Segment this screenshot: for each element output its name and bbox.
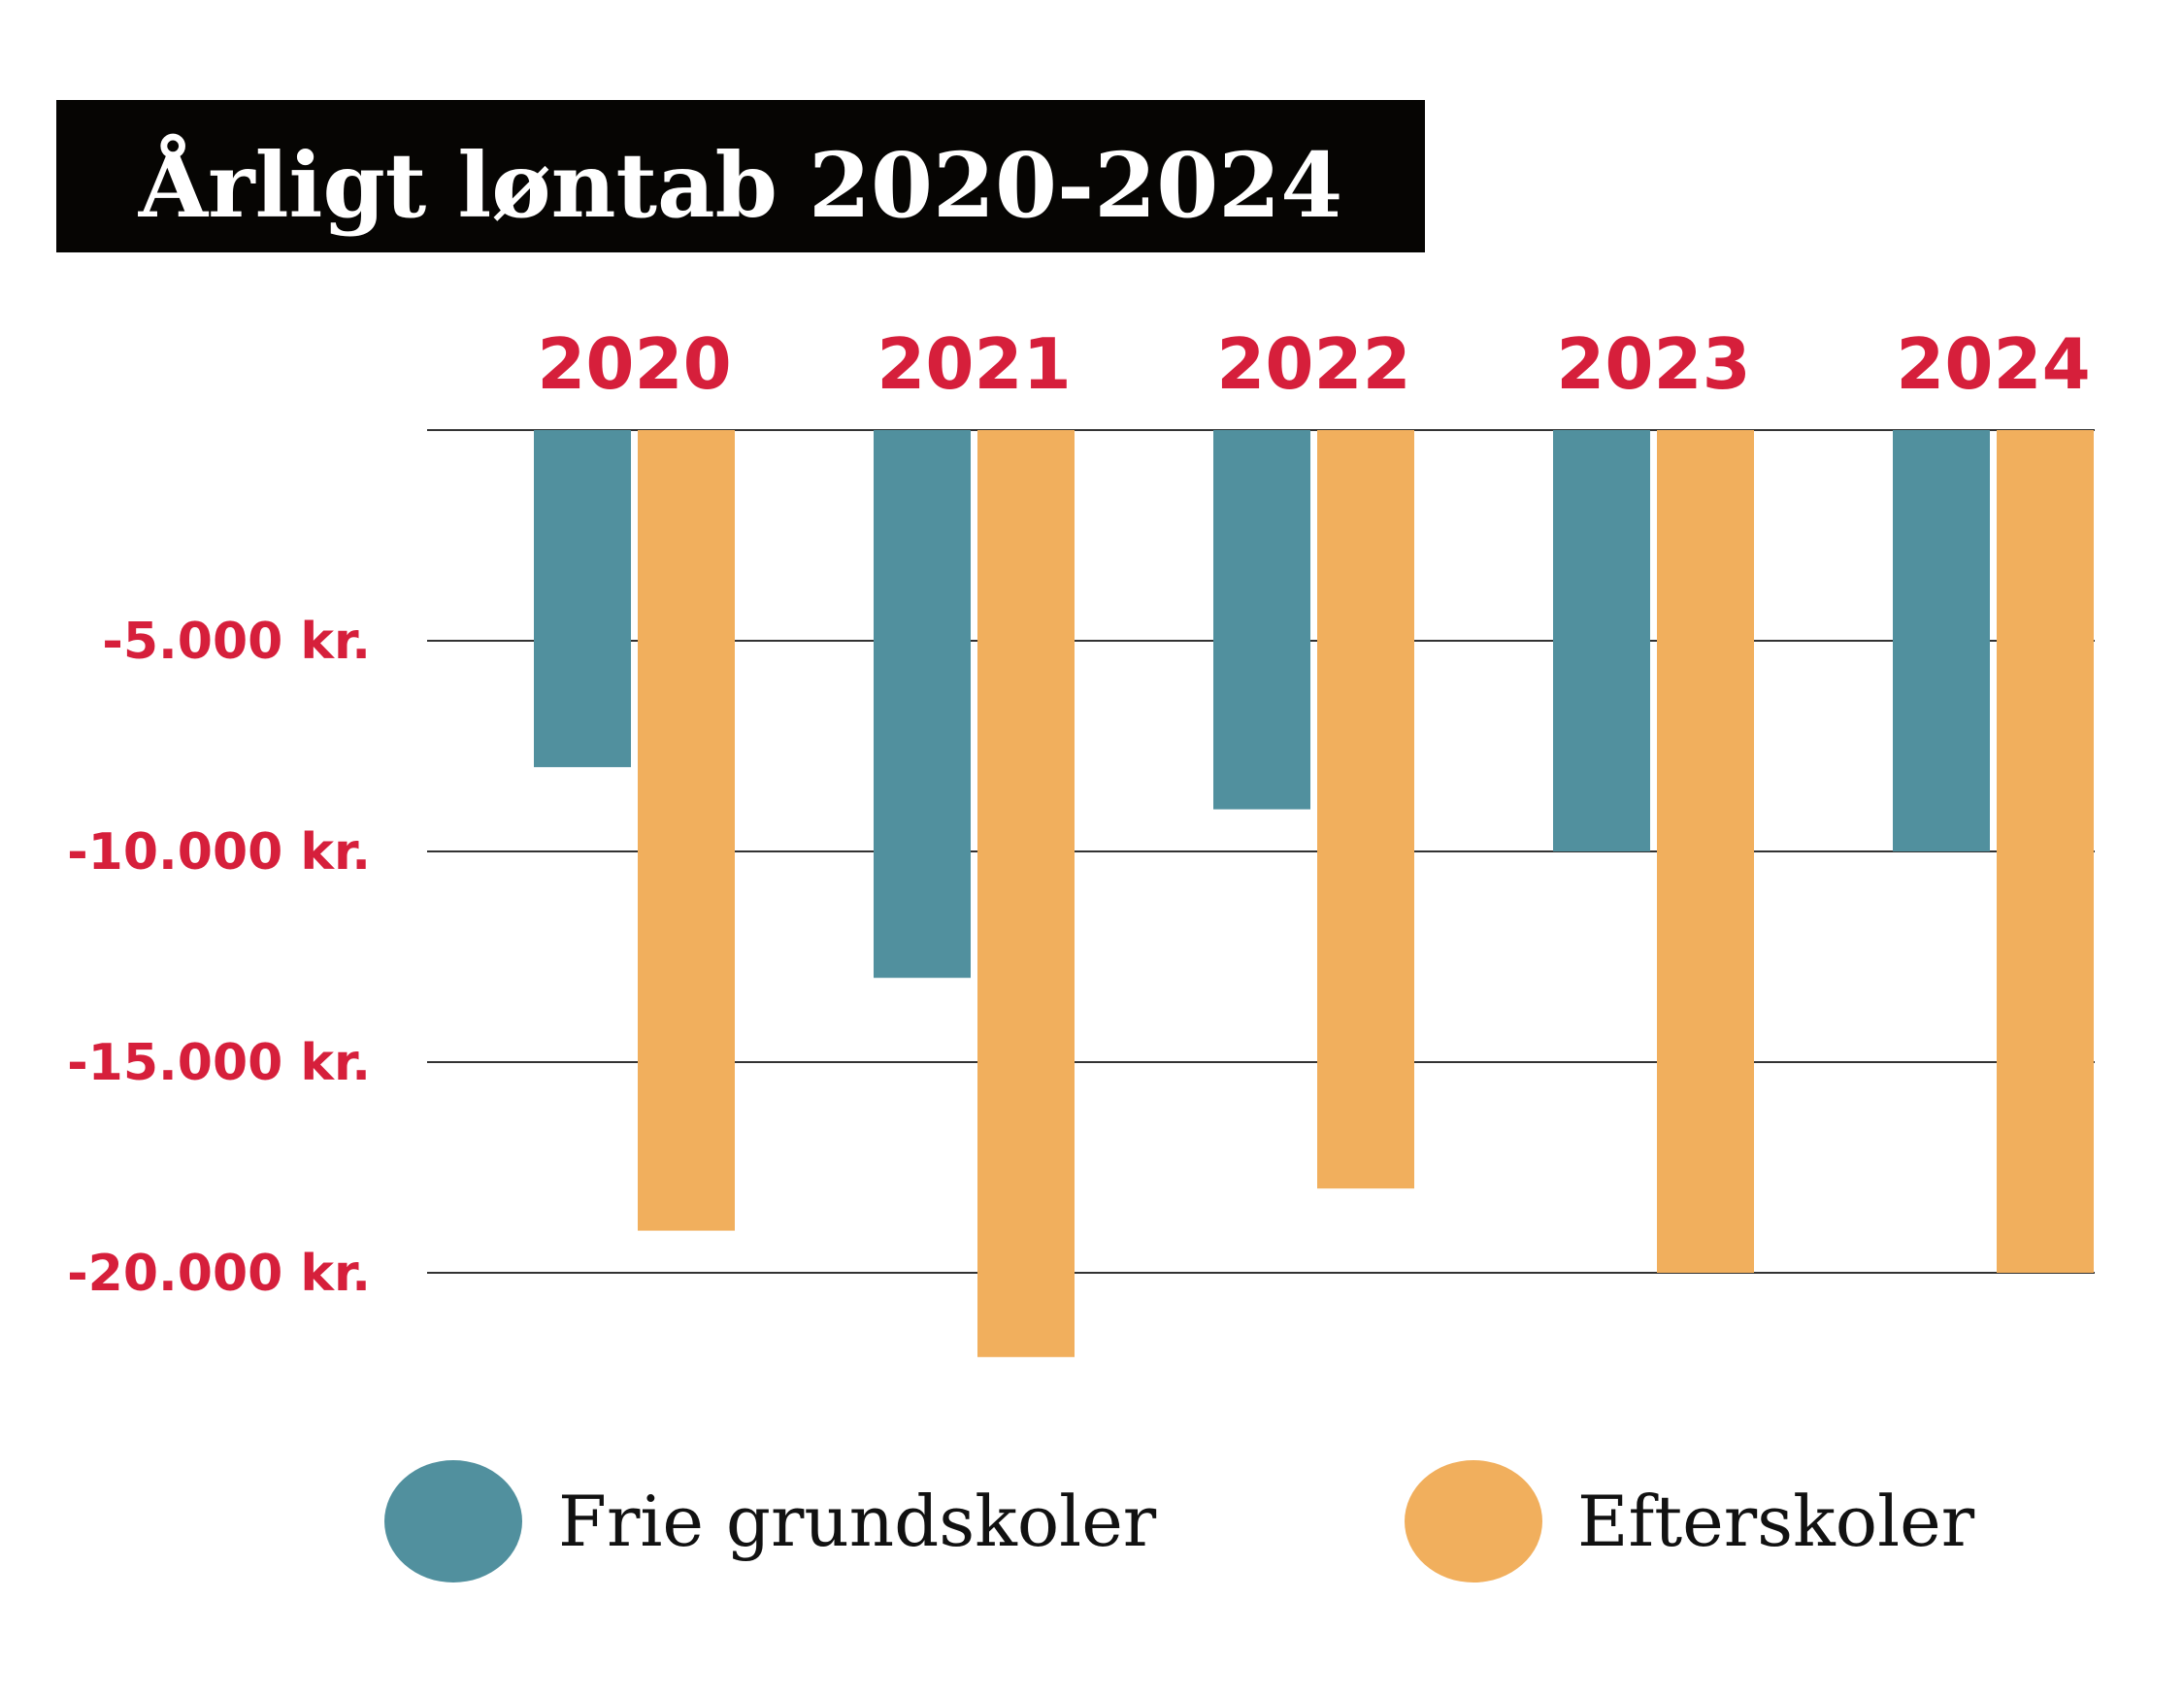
chart-title: Årligt løntab 2020-2024 <box>138 133 1343 238</box>
y-tick-label: -10.000 kr. <box>67 823 371 882</box>
y-axis-tick-labels: -5.000 kr. -10.000 kr. -15.000 kr. -20.000 … <box>67 613 371 1303</box>
category-label: 2020 <box>537 323 731 405</box>
category-labels: 2020 2021 2022 2023 2024 <box>537 323 2090 405</box>
category-label: 2022 <box>1216 323 1410 405</box>
bar-frie-grundskoler-2023 <box>1553 430 1650 851</box>
legend: Frie grundskoler Efterskoler <box>384 1460 1975 1582</box>
category-label: 2023 <box>1556 323 1750 405</box>
category-label: 2021 <box>877 323 1071 405</box>
bar-efterskoler-2022 <box>1317 430 1414 1189</box>
legend-label: Efterskoler <box>1577 1481 1975 1562</box>
bar-frie-grundskoler-2020 <box>534 430 631 768</box>
title-banner <box>56 100 1425 252</box>
bar-frie-grundskoler-2024 <box>1893 430 1990 851</box>
bar-frie-grundskoler-2021 <box>874 430 971 979</box>
bar-efterskoler-2023 <box>1657 430 1754 1273</box>
bars <box>534 430 2094 1357</box>
y-tick-label: -20.000 kr. <box>67 1245 371 1303</box>
y-tick-label: -15.000 kr. <box>67 1034 371 1092</box>
bar-efterskoler-2024 <box>1997 430 2094 1273</box>
bar-efterskoler-2020 <box>638 430 735 1231</box>
bar-efterskoler-2021 <box>977 430 1075 1357</box>
category-label: 2024 <box>1896 323 2090 405</box>
y-tick-label: -5.000 kr. <box>102 613 371 671</box>
legend-label: Frie grundskoler <box>558 1481 1157 1562</box>
legend-swatch <box>1405 1460 1542 1582</box>
legend-swatch <box>384 1460 522 1582</box>
bar-frie-grundskoler-2022 <box>1213 430 1310 810</box>
